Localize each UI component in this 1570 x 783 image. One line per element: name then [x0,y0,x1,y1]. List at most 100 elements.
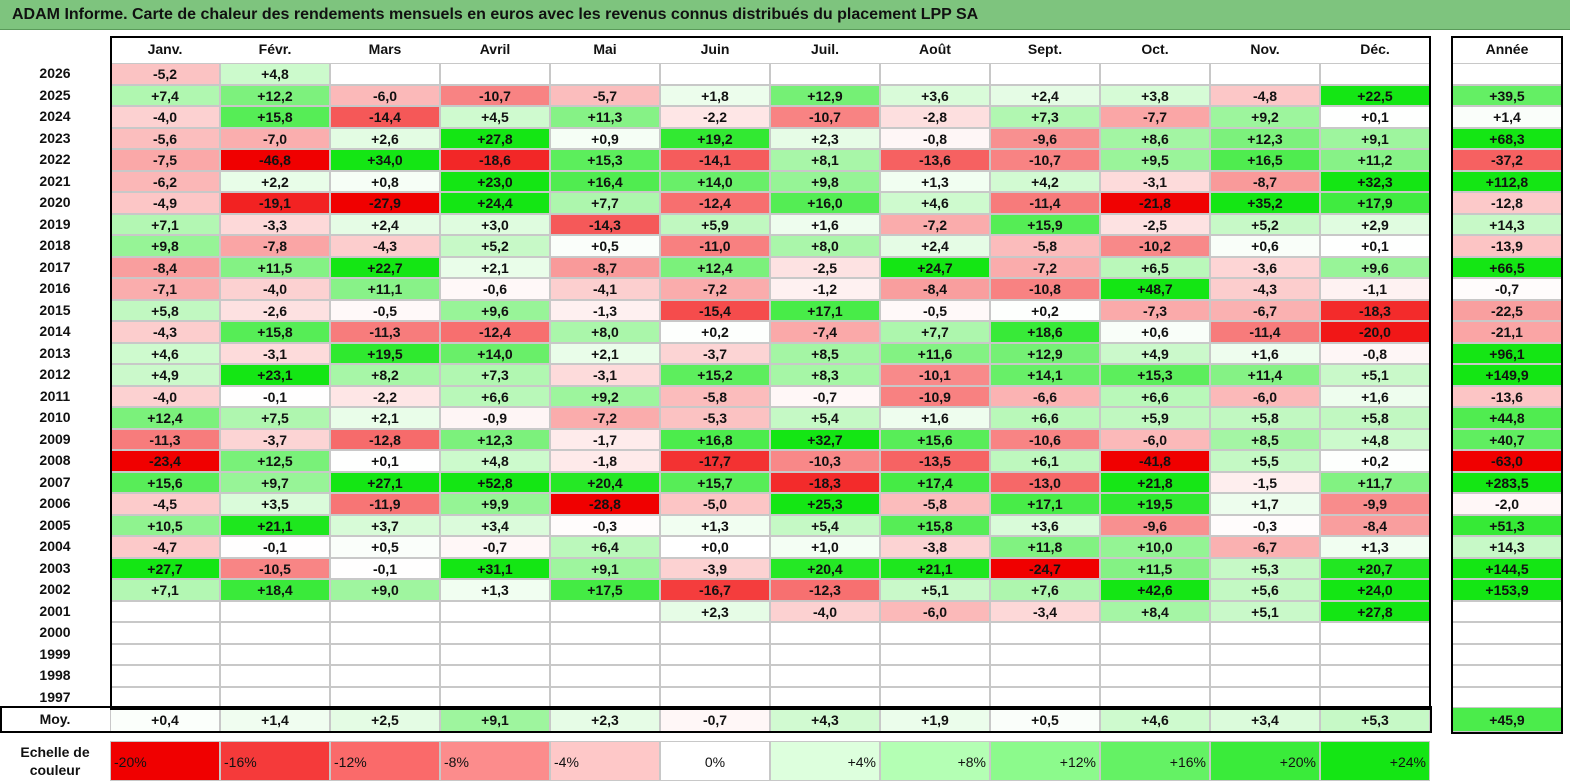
heatmap-cell: +35,2 [1210,192,1320,214]
heatmap-cell: -10,7 [990,149,1100,171]
heatmap-cell [880,686,990,708]
heatmap-cell: -12,3 [770,579,880,601]
heatmap-cell: +0,5 [330,536,440,558]
heatmap-cell [330,665,440,687]
heatmap-cell [1210,622,1320,644]
heatmap-cell [330,622,440,644]
heatmap-cell [880,622,990,644]
heatmap-cell [220,643,330,665]
heatmap-cell: +17,1 [990,493,1100,515]
heatmap-cell: -5,3 [660,407,770,429]
heatmap-cell: -27,9 [330,192,440,214]
heatmap-cell: -5,8 [990,235,1100,257]
annual-cell: -37,2 [1452,149,1562,171]
heatmap-cell: -4,3 [330,235,440,257]
heatmap-cell: -7,1 [110,278,220,300]
year-label: 2025 [0,84,110,106]
annual-cell: -2,0 [1452,493,1562,515]
heatmap-cell: -10,3 [770,450,880,472]
heatmap-cell [440,622,550,644]
heatmap-cell: +7,7 [880,321,990,343]
heatmap-cell: -10,7 [770,106,880,128]
color-scale-stop: +16% [1100,741,1210,781]
annual-cell: +14,3 [1452,213,1562,235]
average-cell: +1,9 [880,707,990,732]
heatmap-cell: -2,2 [330,385,440,407]
heatmap-cell [1320,63,1430,85]
heatmap-cell: -10,6 [990,428,1100,450]
heatmap-cell: -0,5 [330,299,440,321]
heatmap-cell: -11,3 [330,321,440,343]
heatmap-cell: -7,3 [1100,299,1210,321]
year-label: 2016 [0,278,110,300]
annual-cell: +68,3 [1452,127,1562,149]
annual-cell: -63,0 [1452,450,1562,472]
average-cell: +2,5 [330,707,440,732]
heatmap-cell: +7,1 [110,213,220,235]
annual-cell: -22,5 [1452,299,1562,321]
heatmap-cell [550,63,660,85]
year-label: 2000 [0,622,110,644]
color-scale-stop: -8% [440,741,550,781]
heatmap-cell: +6,6 [440,385,550,407]
heatmap-cell: -16,7 [660,579,770,601]
heatmap-cell [330,643,440,665]
heatmap-cell [110,600,220,622]
heatmap-cell: -10,8 [990,278,1100,300]
heatmap-cell: +0,6 [1100,321,1210,343]
color-scale-stop: -4% [550,741,660,781]
heatmap-cell [1320,686,1430,708]
year-label: 2002 [0,579,110,601]
color-scale-stop: +4% [770,741,880,781]
month-header: Sept. [1027,41,1063,57]
heatmap-cell: +20,4 [550,471,660,493]
heatmap-cell: -9,6 [1100,514,1210,536]
month-header: Mai [593,41,617,57]
heatmap-cell [770,665,880,687]
heatmap-cell: +4,6 [110,342,220,364]
heatmap-cell: +0,2 [1320,450,1430,472]
heatmap-cell: +23,0 [440,170,550,192]
heatmap-cell: +15,8 [220,321,330,343]
heatmap-cell: +3,6 [990,514,1100,536]
heatmap-cell: -8,4 [880,278,990,300]
heatmap-cell: +4,9 [1100,342,1210,364]
heatmap-cell: -0,8 [1320,342,1430,364]
heatmap-cell: +1,6 [1320,385,1430,407]
heatmap-cell: +16,5 [1210,149,1320,171]
heatmap-cell: -5,8 [880,493,990,515]
heatmap-cell: +1,3 [660,514,770,536]
heatmap-cell [660,622,770,644]
average-cell: +4,3 [770,707,880,732]
report-title: ADAM Informe. Carte de chaleur des rende… [0,0,1570,30]
heatmap-cell: +4,5 [440,106,550,128]
heatmap-cell: -19,1 [220,192,330,214]
heatmap-cell [220,665,330,687]
year-label: 2013 [0,342,110,364]
heatmap-cell: -7,2 [660,278,770,300]
heatmap-cell: +12,2 [220,84,330,106]
year-label: 2004 [0,536,110,558]
heatmap-cell [770,622,880,644]
month-header: Juin [700,41,730,57]
heatmap-cell [660,686,770,708]
heatmap-cell: +5,5 [1210,450,1320,472]
year-label: 2020 [0,192,110,214]
heatmap-cell: +20,7 [1320,557,1430,579]
heatmap-cell: +11,6 [880,342,990,364]
annual-cell: +1,4 [1452,106,1562,128]
heatmap-cell [220,686,330,708]
heatmap-cell: +1,6 [770,213,880,235]
heatmap-cell: -46,8 [220,149,330,171]
heatmap-cell: +2,1 [550,342,660,364]
color-scale-stop: -20% [110,741,220,781]
heatmap-cell: -18,6 [440,149,550,171]
heatmap-cell: -4,3 [1210,278,1320,300]
heatmap-cell: +5,6 [1210,579,1320,601]
color-scale-label-line: couleur [29,762,81,778]
average-cell: +5,3 [1320,707,1430,732]
heatmap-cell: +7,4 [110,84,220,106]
heatmap-cell: +9,8 [110,235,220,257]
heatmap-cell [440,643,550,665]
heatmap-cell: +16,0 [770,192,880,214]
